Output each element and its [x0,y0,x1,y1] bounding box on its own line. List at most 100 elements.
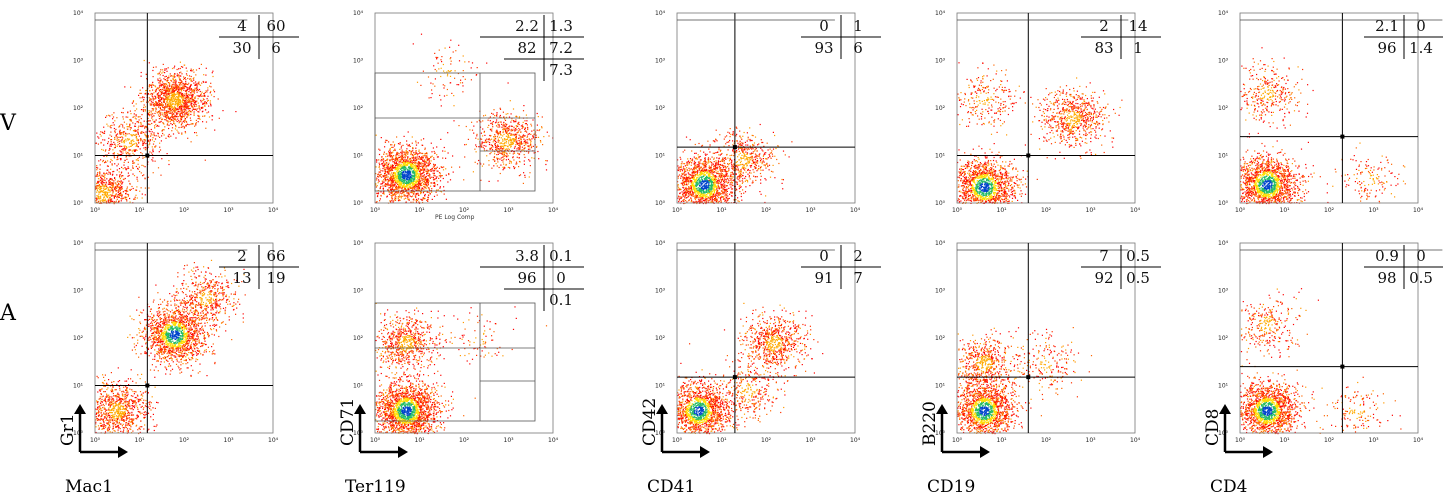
quadrant-value: 83 [1094,39,1113,57]
quadrant-value: 6 [271,39,281,57]
plot-frame [94,12,274,204]
y-tick-label: 10² [935,335,946,342]
y-tick-label: 10² [73,105,84,112]
quadrant-value: 2 [237,247,247,265]
quadrant-value: 7 [853,269,863,287]
quadrant-value: 0.1 [549,291,573,309]
gate-box [374,302,536,422]
scatter-points [375,302,548,435]
x-tick-label: 10⁴ [850,437,861,444]
x-tick-label: 10⁴ [1413,437,1424,444]
y-tick-label: 10⁰ [1218,200,1229,207]
gate-center-marker [145,153,150,158]
y-tick-label: 10¹ [353,383,364,390]
plot-frame [956,12,1136,204]
y-tick-label: 10⁰ [73,200,84,207]
plot-v-3: 10⁰ 10⁰ 10¹ 10¹ 10² 10² 10³ 10³ 10⁴ 10⁴ 0 1 93 6 [655,10,881,214]
quadrant-statistics: 2.1 0 96 1.4 [1364,15,1443,59]
y-tick-label: 10³ [655,288,666,295]
x-tick-label: 10¹ [415,207,426,214]
x-tick-label: 10² [459,437,470,444]
x-tick-label: 10¹ [1280,207,1291,214]
gate-center-marker [732,375,737,380]
y-tick-label: 10¹ [353,153,364,160]
axis-indicator: CD4 CD8 [1203,404,1273,497]
y-tick-label: 10³ [935,288,946,295]
quadrant-value: 0 [819,17,829,35]
x-tick-label: 10³ [504,437,515,444]
y-axis-label: B220 [920,401,940,446]
quadrant-value: 2 [853,247,863,265]
quadrant-value: 30 [232,39,251,57]
y-tick-label: 10⁴ [935,240,946,247]
plot-a-4: 10⁰ 10⁰ 10¹ 10¹ 10² 10² 10³ 10³ 10⁴ 10⁴ 7 0.5 92 0.5 C… [920,240,1161,497]
y-tick-label: 10⁰ [73,430,84,437]
plot-frame [676,12,856,204]
row-label-a: A [0,301,17,326]
scatter-points [957,62,1123,204]
x-tick-label: 10⁰ [672,207,683,214]
axis-indicator: Mac1 Gr1 [58,404,128,497]
y-axis-label: Gr1 [58,413,78,446]
plot-a-1: 10⁰ 10⁰ 10¹ 10¹ 10² 10² 10³ 10³ 10⁴ 10⁴ 2 66 13 19 Mac… [58,240,299,497]
quadrant-value: 13 [232,269,251,287]
y-tick-label: 10³ [935,58,946,65]
x-tick-label: 10³ [1369,207,1380,214]
quadrant-value: 0.5 [1409,269,1433,287]
quadrant-value: 0 [819,247,829,265]
scatter-points [1240,288,1402,435]
quadrant-value: 0.1 [549,247,573,265]
x-tick-label: 10² [1324,207,1335,214]
quadrant-value: 7 [1099,247,1109,265]
x-tick-label: 10⁰ [672,437,683,444]
quadrant-value: 1.3 [549,17,573,35]
x-tick-label: 10¹ [997,207,1008,214]
quadrant-value: 0.5 [1126,269,1150,287]
x-tick-label: 10⁴ [268,437,279,444]
y-tick-label: 10² [655,105,666,112]
plot-frame [956,242,1136,434]
y-tick-label: 10⁰ [655,430,666,437]
quadrant-statistics: 3.8 0.1 96 0 0.1 [480,245,584,311]
x-tick-label: 10⁰ [90,437,101,444]
x-tick-label: 10⁴ [548,437,559,444]
x-axis-plot-label: PE Log Comp [435,214,475,221]
quadrant-value: 3.8 [515,247,539,265]
x-tick-label: 10⁰ [370,437,381,444]
x-tick-label: 10² [459,207,470,214]
y-axis-label: CD71 [338,398,358,446]
y-tick-label: 10⁰ [655,200,666,207]
plot-a-2: 10⁰ 10⁰ 10¹ 10¹ 10² 10² 10³ 10³ 10⁴ 10⁴ 3.8 0.1 96 0 0… [338,240,584,497]
x-tick-label: 10⁰ [952,207,963,214]
x-tick-label: 10⁰ [90,207,101,214]
y-axis-arrowhead [74,404,86,414]
x-tick-label: 10² [179,437,190,444]
x-tick-label: 10¹ [135,437,146,444]
axis-indicator: CD41 CD42 [640,398,710,497]
y-tick-label: 10³ [353,58,364,65]
x-axis-arrowhead [700,446,710,458]
quadrant-value: 0.9 [1375,247,1399,265]
quadrant-value: 6 [853,39,863,57]
x-tick-label: 10⁰ [370,207,381,214]
x-axis-label: Mac1 [65,477,113,497]
plot-v-2: 10⁰ 10⁰ 10¹ 10¹ 10² 10² 10³ 10³ 10⁴ 10⁴ PE Log Com… [353,10,584,221]
y-tick-label: 10¹ [935,383,946,390]
x-tick-label: 10⁰ [1235,207,1246,214]
x-tick-label: 10¹ [717,437,728,444]
y-tick-label: 10³ [1218,58,1229,65]
quadrant-value: 2 [1099,17,1109,35]
x-tick-label: 10⁴ [850,207,861,214]
y-tick-label: 10² [73,335,84,342]
x-axis-arrowhead [398,446,408,458]
quadrant-value: 60 [266,17,285,35]
quadrant-value: 1.4 [1409,39,1433,57]
x-tick-label: 10¹ [135,207,146,214]
x-tick-label: 10⁴ [1413,207,1424,214]
scatter-points [95,59,237,205]
plot-v-4: 10⁰ 10⁰ 10¹ 10¹ 10² 10² 10³ 10³ 10⁴ 10⁴ 2 14 83 1 [935,10,1161,214]
y-tick-label: 10³ [353,288,364,295]
x-axis-arrowhead [1263,446,1273,458]
y-axis-arrowhead [656,404,668,414]
